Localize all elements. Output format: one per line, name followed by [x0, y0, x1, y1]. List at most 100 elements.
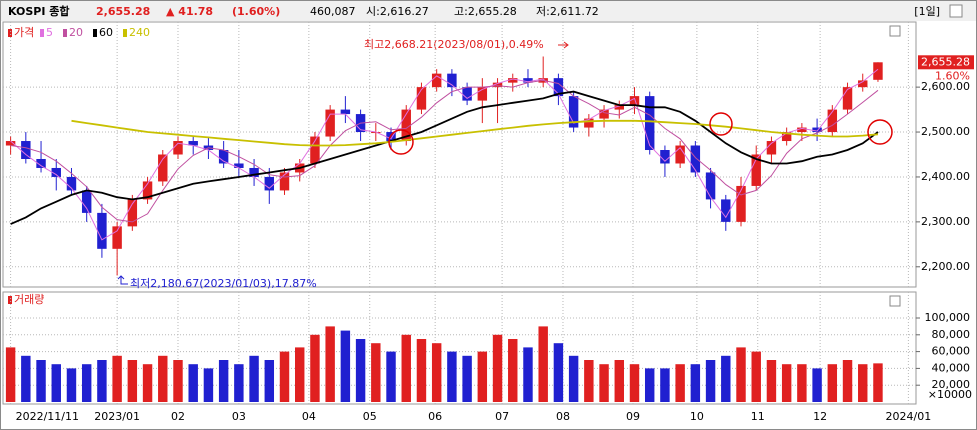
volume-bar: [5, 347, 16, 402]
candle-body: [842, 87, 853, 110]
x-tick-label: 10: [690, 410, 704, 423]
volume-bar: [218, 360, 229, 402]
cross-marker: [867, 119, 893, 145]
volume-title: 거래량: [14, 293, 44, 306]
x-tick-label: 02: [171, 410, 185, 423]
candle-body: [279, 172, 290, 191]
candle-body: [127, 199, 138, 227]
volume-bar: [21, 355, 31, 402]
volume-bar: [858, 364, 868, 402]
ma-line: [10, 79, 879, 223]
candle-body: [781, 132, 792, 142]
legend-swatch: [63, 29, 67, 37]
legend-swatch: [8, 296, 12, 304]
volume-bar: [279, 351, 290, 402]
panel-button[interactable]: [889, 295, 901, 307]
candle-body: [797, 127, 807, 133]
volume-bar: [97, 360, 107, 402]
x-tick-label: 11: [751, 410, 765, 423]
last-change: 1.60%: [935, 69, 970, 82]
y-tick-label: 60,000: [932, 345, 971, 358]
candle-body: [218, 150, 229, 164]
header-change-pct: (1.60%): [232, 5, 280, 18]
ma-line: [10, 68, 879, 241]
volume-bar: [751, 351, 761, 402]
legend-swatch: [93, 29, 97, 37]
candle-body: [51, 167, 61, 177]
candle-body: [173, 141, 183, 155]
volume-bar: [721, 355, 731, 402]
candle-body: [97, 212, 107, 249]
panel-button[interactable]: [889, 25, 901, 37]
candle-body: [492, 82, 503, 88]
y-tick-label: 100,000: [925, 311, 971, 324]
volume-bar: [325, 326, 335, 402]
candle-body: [401, 109, 411, 142]
volume-bar: [203, 368, 214, 402]
volume-bar: [310, 334, 320, 402]
header-period[interactable]: [1일]: [914, 4, 940, 18]
candle-body: [340, 109, 351, 115]
x-tick-label: 06: [428, 410, 442, 423]
candle-body: [660, 150, 670, 164]
header-bar: [1, 1, 976, 21]
candle-body: [310, 136, 320, 164]
legend-swatch: [40, 29, 44, 37]
volume-bar: [629, 364, 640, 402]
last-price-box: [918, 55, 974, 70]
candle-body: [523, 78, 533, 83]
y-tick-label: 80,000: [932, 328, 971, 341]
header-volume: 460,087: [310, 5, 356, 18]
volume-bar: [36, 360, 46, 402]
legend-swatch: [8, 29, 12, 37]
volume-bar: [644, 368, 655, 402]
volume-bar: [234, 364, 244, 402]
volume-bar: [523, 347, 533, 402]
volume-bar: [340, 330, 351, 402]
volume-bar: [51, 364, 61, 402]
volume-bar: [553, 343, 564, 402]
legend-swatch: [123, 29, 127, 37]
legend-label: 5: [46, 26, 53, 39]
candle-body: [721, 199, 731, 222]
volume-bar: [492, 334, 503, 402]
volume-bar: [188, 364, 198, 402]
ma-line: [10, 90, 879, 225]
volume-bar: [781, 364, 792, 402]
last-price: 2,655.28: [921, 55, 970, 68]
x-tick-label: 2024/01: [886, 410, 932, 423]
volume-bar: [264, 360, 275, 402]
volume-bar: [447, 351, 457, 402]
y-tick-label: 2,300.00: [921, 215, 970, 228]
y-tick-label: 2,400.00: [921, 170, 970, 183]
candle-body: [234, 163, 244, 168]
candle-body: [416, 87, 427, 110]
y-tick-label: 2,600.00: [921, 80, 970, 93]
legend: 5 20 60 240: [40, 26, 150, 39]
header-high: 고:2,655.28: [454, 5, 517, 18]
cross-marker: [709, 112, 733, 136]
x-tick-label: 08: [556, 410, 570, 423]
volume-bar: [249, 355, 259, 402]
volume-bar: [431, 343, 442, 402]
annotation-high: 최고2,668.21(2023/08/01),0.49%: [364, 38, 544, 51]
window-button[interactable]: [949, 4, 963, 18]
candle-body: [705, 172, 716, 200]
candle-body: [264, 176, 275, 191]
volume-bar: [568, 355, 579, 402]
candle-body: [690, 145, 701, 173]
volume-bar: [766, 360, 777, 402]
volume-bar: [842, 360, 853, 402]
candle-body: [142, 181, 153, 200]
legend-label: 20: [69, 26, 83, 39]
volume-bar: [736, 347, 746, 402]
candle-body: [249, 167, 259, 177]
volume-bar: [812, 368, 822, 402]
x-tick-label: 04: [302, 410, 316, 423]
x-tick-label: 2022/11/11: [16, 410, 79, 423]
volume-bar: [112, 355, 122, 402]
header-title: KOSPI 종합: [8, 4, 70, 18]
volume-bar: [690, 364, 701, 402]
volume-bar: [355, 339, 366, 402]
